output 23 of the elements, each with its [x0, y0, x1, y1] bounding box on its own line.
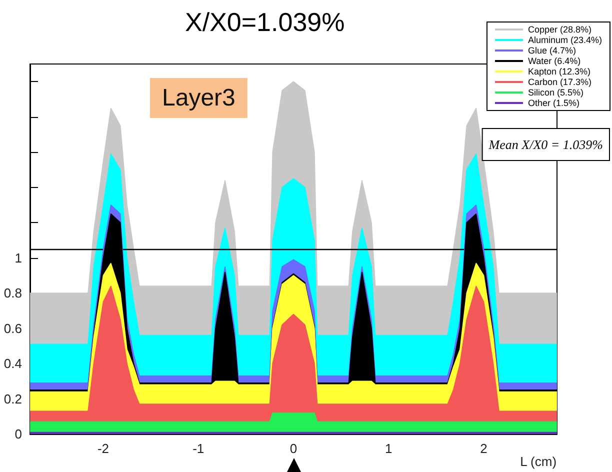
x-tick-label: 0 — [290, 441, 298, 456]
y-tick-label: 0 — [14, 426, 22, 442]
annotation: Layer3 — [162, 84, 236, 112]
annotation: Mean X/X0 = 1.039% — [488, 137, 604, 152]
legend-label: Carbon (17.3%) — [528, 77, 592, 87]
y-tick-label: 1 — [14, 250, 22, 266]
x-tick-label: -1 — [192, 441, 204, 456]
y-tick-label: 0.2 — [4, 391, 22, 406]
x-axis-title: L (cm) — [520, 454, 557, 469]
x-tick-label: 1 — [385, 441, 392, 456]
legend-label: Aluminum (23.4%) — [528, 35, 602, 45]
legend-label: Silicon (5.5%) — [528, 88, 584, 98]
legend-label: Other (1.5%) — [528, 98, 580, 108]
chart-title: X/X0=1.039% — [185, 7, 345, 37]
y-tick-label: 0.6 — [4, 320, 22, 336]
y-tick-label: 0.8 — [4, 286, 22, 301]
legend-label: Kapton (12.3%) — [528, 66, 591, 76]
y-tick-label: 0.4 — [4, 356, 22, 372]
legend-label: Glue (4.7%) — [528, 46, 576, 56]
x-tick-label: 2 — [480, 441, 488, 456]
x-tick-label: -2 — [97, 441, 110, 456]
legend-label: Water (6.4%) — [528, 56, 581, 66]
legend-label: Copper (28.8%) — [528, 24, 592, 34]
